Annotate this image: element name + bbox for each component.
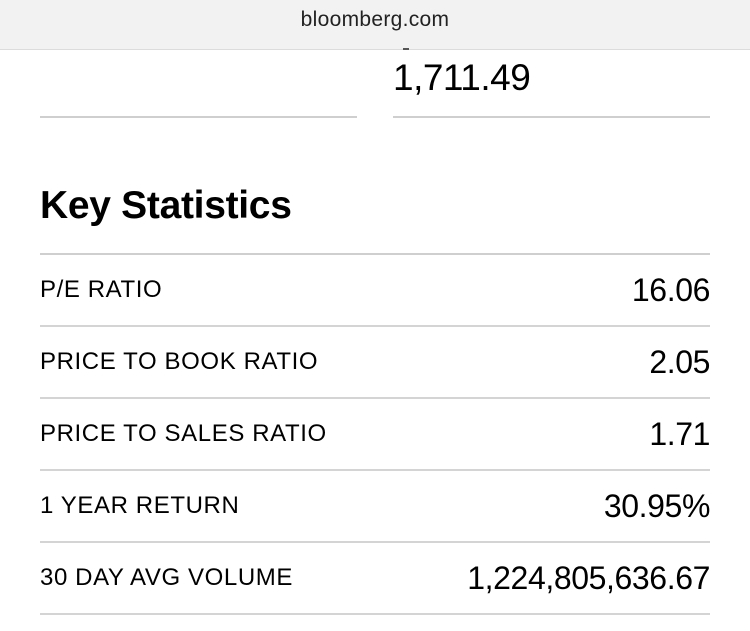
top-metrics: 1,711.49 bbox=[40, 48, 710, 118]
top-metric-value: 1,711.49 bbox=[393, 57, 531, 98]
stat-value: 30.95% bbox=[603, 487, 711, 524]
address-bar[interactable]: bloomberg.com bbox=[0, 0, 750, 50]
top-metric-left bbox=[40, 50, 357, 118]
stat-label: PRICE TO SALES RATIO bbox=[40, 420, 327, 447]
stat-label: 30 DAY AVG VOLUME bbox=[40, 564, 293, 591]
section-title: Key Statistics bbox=[40, 184, 292, 227]
stat-row-price-to-book: PRICE TO BOOK RATIO 2.05 bbox=[40, 327, 710, 399]
stat-row-1-year-return: 1 YEAR RETURN 30.95% bbox=[40, 471, 710, 543]
stat-row-30-day-avg-volume: 30 DAY AVG VOLUME 1,224,805,636.67 bbox=[40, 543, 710, 615]
page-content: 1,711.49 Key Statistics P/E RATIO 16.06 … bbox=[0, 48, 750, 631]
stat-row-price-to-sales: PRICE TO SALES RATIO 1.71 bbox=[40, 399, 710, 471]
stat-value: 16.06 bbox=[631, 271, 710, 308]
top-metric-right: 1,711.49 bbox=[393, 48, 710, 118]
cut-off-label bbox=[403, 44, 409, 50]
stat-row-pe-ratio: P/E RATIO 16.06 bbox=[40, 255, 710, 327]
stat-label: 1 YEAR RETURN bbox=[40, 492, 240, 519]
stat-label: P/E RATIO bbox=[40, 276, 163, 303]
key-statistics-table: P/E RATIO 16.06 PRICE TO BOOK RATIO 2.05… bbox=[40, 253, 710, 615]
stat-value: 1,224,805,636.67 bbox=[467, 559, 710, 596]
stat-value: 2.05 bbox=[649, 343, 710, 380]
url-text: bloomberg.com bbox=[300, 7, 450, 31]
stat-value: 1.71 bbox=[649, 415, 710, 452]
stat-label: PRICE TO BOOK RATIO bbox=[40, 348, 319, 375]
